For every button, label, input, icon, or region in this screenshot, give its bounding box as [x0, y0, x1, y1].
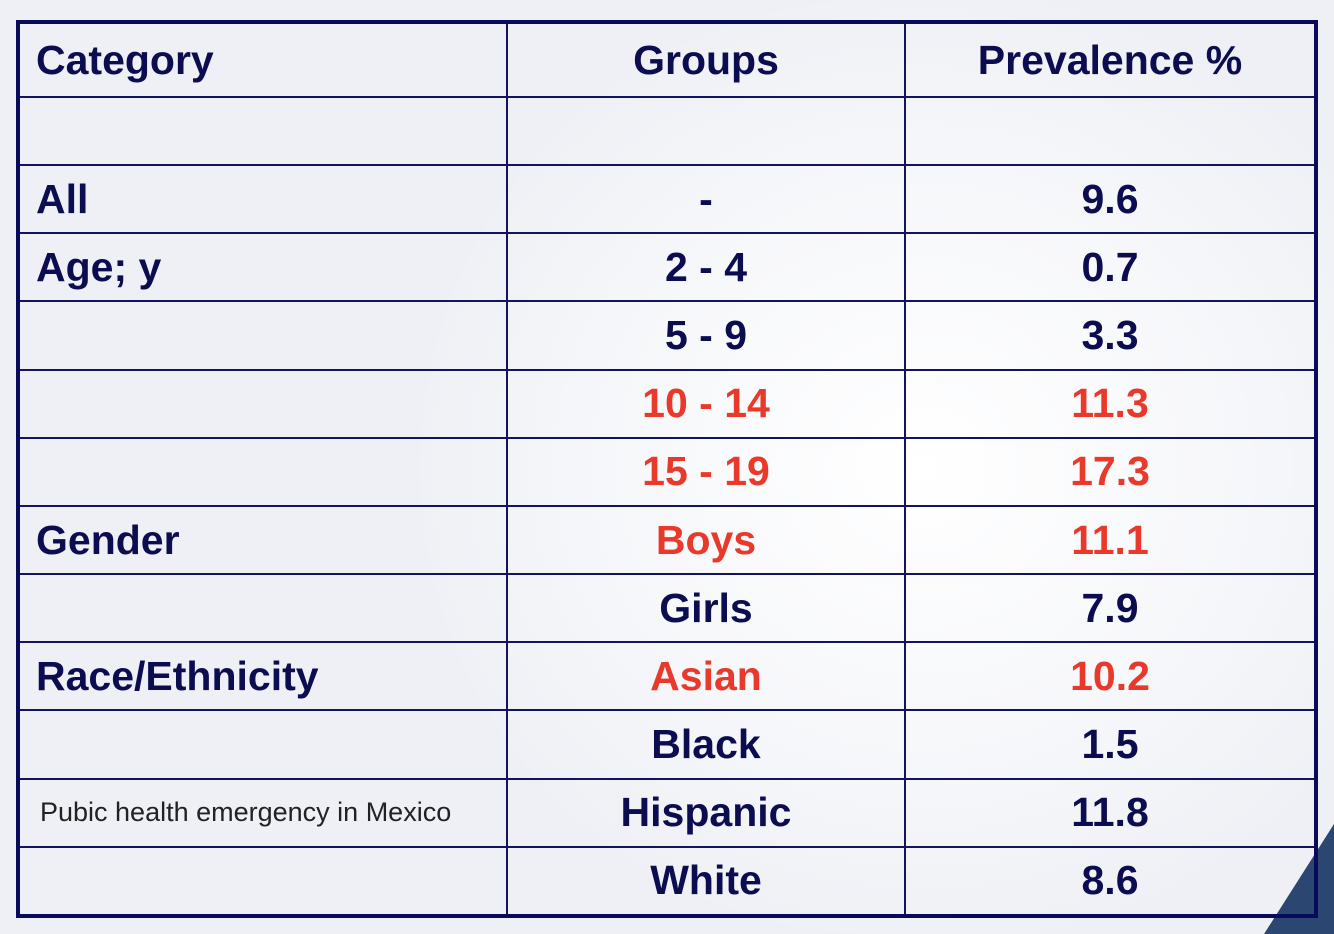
category-cell	[17, 300, 508, 371]
category-cell	[17, 845, 508, 918]
table-row: Race/Ethnicity Asian 10.2	[17, 641, 1317, 712]
prevalence-cell: 7.9	[904, 573, 1317, 644]
category-cell: Age; y	[17, 232, 508, 303]
table-row: Girls 7.9	[17, 573, 1317, 644]
table-row: Gender Boys 11.1	[17, 504, 1317, 576]
prevalence-cell	[904, 95, 1317, 167]
table-row: Pubic health emergency in Mexico Hispanic…	[17, 777, 1317, 848]
category-cell	[17, 709, 508, 780]
prevalence-cell: 1.5	[904, 709, 1317, 780]
header-row: Category Groups Prevalence %	[17, 21, 1317, 98]
group-cell	[506, 95, 906, 167]
prevalence-cell: 8.6	[904, 845, 1317, 918]
table-row: 5 - 9 3.3	[17, 300, 1317, 371]
group-cell: 2 - 4	[506, 232, 906, 303]
group-cell: Asian	[506, 641, 906, 712]
table-row	[17, 95, 1317, 167]
group-cell: Boys	[506, 504, 906, 576]
group-cell: Black	[506, 709, 906, 780]
prevalence-cell: 11.1	[904, 504, 1317, 576]
prevalence-cell: 9.6	[904, 164, 1317, 235]
category-cell: Gender	[17, 504, 508, 576]
header-prevalence: Prevalence %	[904, 21, 1317, 98]
group-cell: Hispanic	[506, 777, 906, 848]
prevalence-cell: 0.7	[904, 232, 1317, 303]
prevalence-cell: 17.3	[904, 436, 1317, 507]
group-cell: White	[506, 845, 906, 918]
table-row: All -9.6	[17, 164, 1317, 235]
prevalence-cell: 11.8	[904, 777, 1317, 848]
table-row: 15 - 19 17.3	[17, 436, 1317, 507]
prevalence-cell: 3.3	[904, 300, 1317, 371]
group-cell: -	[506, 164, 906, 235]
prevalence-cell: 11.3	[904, 368, 1317, 439]
header-category: Category	[17, 21, 508, 98]
table-row: White 8.6	[17, 845, 1317, 918]
category-cell	[17, 95, 508, 167]
category-cell: All	[17, 164, 508, 235]
group-cell: 15 - 19	[506, 436, 906, 507]
category-cell	[17, 573, 508, 644]
category-cell: Pubic health emergency in Mexico	[17, 777, 508, 848]
header-groups: Groups	[506, 21, 906, 98]
category-cell	[17, 436, 508, 507]
group-cell: 10 - 14	[506, 368, 906, 439]
group-cell: 5 - 9	[506, 300, 906, 371]
prevalence-table: Category Groups Prevalence % All -9.6 Age;…	[16, 20, 1318, 918]
table-row: Black 1.5	[17, 709, 1317, 780]
category-cell	[17, 368, 508, 439]
table-row: 10 - 14 11.3	[17, 368, 1317, 439]
prevalence-cell: 10.2	[904, 641, 1317, 712]
category-cell: Race/Ethnicity	[17, 641, 508, 712]
group-cell: Girls	[506, 573, 906, 644]
